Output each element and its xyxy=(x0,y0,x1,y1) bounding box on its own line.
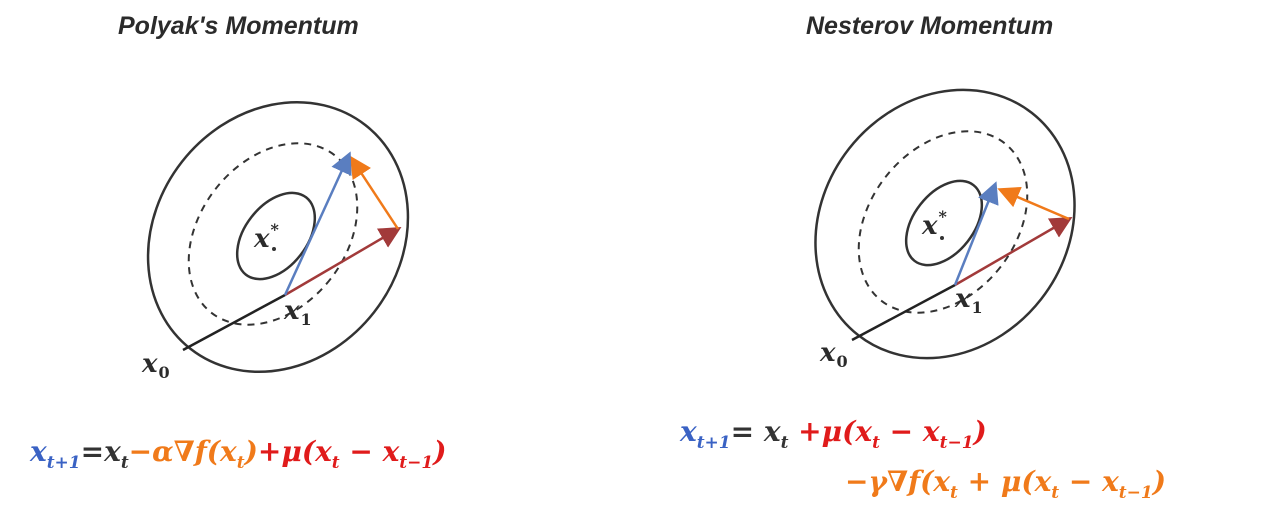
outer-contour xyxy=(814,88,1076,360)
nesterov-equation-line2: −γ∇f(xt + μ(xt − xt−1) xyxy=(845,465,1166,503)
label-x0: x0 xyxy=(142,349,170,382)
momentum-arrow xyxy=(954,216,1073,287)
path-x0-x1 xyxy=(182,293,286,352)
nesterov-diagram xyxy=(814,88,1076,360)
polyak-equation: xt+1=xt−α∇f(xt)+μ(xt − xt−1) xyxy=(30,435,447,473)
middle-contour xyxy=(857,130,1029,314)
update-arrow xyxy=(953,181,999,286)
path-x0-x1 xyxy=(851,283,956,342)
outer-contour xyxy=(146,100,410,374)
inner-contour xyxy=(235,191,317,281)
gradient-arrow xyxy=(349,155,400,230)
optimum-point xyxy=(272,247,276,251)
update-arrow xyxy=(283,151,352,296)
nesterov-equation-line1: xt+1= xt +μ(xt − xt−1) xyxy=(680,415,987,453)
label-x1: x1 xyxy=(955,284,983,317)
nesterov-title: Nesterov Momentum xyxy=(806,12,1054,40)
polyak-diagram xyxy=(146,100,410,374)
polyak-title: Polyak's Momentum xyxy=(118,12,359,40)
label-x-star: x* xyxy=(254,220,279,254)
momentum-arrow xyxy=(284,226,402,297)
label-x1: x1 xyxy=(284,296,312,329)
gradient-arrow xyxy=(997,186,1070,221)
label-x-star: x* xyxy=(922,207,947,241)
inner-contour xyxy=(904,179,984,267)
label-x0: x0 xyxy=(820,338,848,371)
optimum-point xyxy=(940,236,944,240)
